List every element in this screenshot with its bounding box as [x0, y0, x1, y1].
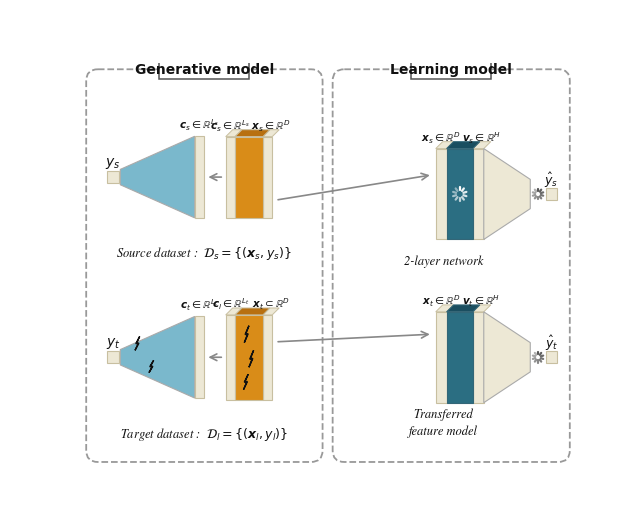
Text: $\hat{y}_s$: $\hat{y}_s$ [545, 171, 559, 190]
Polygon shape [249, 350, 253, 367]
Text: $\boldsymbol{v}_t \in \mathbb{R}^{H}$: $\boldsymbol{v}_t \in \mathbb{R}^{H}$ [462, 294, 500, 309]
Text: Learning model: Learning model [390, 63, 512, 77]
Text: 2-layer network: 2-layer network [404, 256, 483, 268]
Polygon shape [120, 317, 195, 398]
Bar [195, 317, 204, 398]
Bar [107, 351, 119, 363]
Text: $\boldsymbol{c}_l \in \mathbb{R}^{L_t}$: $\boldsymbol{c}_l \in \mathbb{R}^{L_t}$ [212, 296, 249, 312]
Polygon shape [436, 141, 454, 148]
Bar [195, 136, 204, 218]
Text: $\boldsymbol{x}_s \in \mathbb{R}^{D}$: $\boldsymbol{x}_s \in \mathbb{R}^{D}$ [251, 118, 291, 134]
FancyBboxPatch shape [159, 62, 250, 78]
Bar [226, 315, 235, 400]
Bar [436, 148, 447, 239]
Text: $\hat{y}_t$: $\hat{y}_t$ [545, 334, 558, 353]
Polygon shape [484, 148, 531, 239]
Bar [235, 315, 263, 400]
Text: $\boldsymbol{c}_t \in \mathbb{R}^{L_t}$: $\boldsymbol{c}_t \in \mathbb{R}^{L_t}$ [180, 298, 219, 313]
Text: $\boldsymbol{c}_s \in \mathbb{R}^{L_s}$: $\boldsymbol{c}_s \in \mathbb{R}^{L_s}$ [211, 118, 250, 134]
Bar [263, 315, 272, 400]
Polygon shape [244, 326, 249, 342]
Text: Transferred
feature model: Transferred feature model [409, 409, 478, 439]
Bar [107, 171, 119, 183]
Text: $y_t$: $y_t$ [106, 336, 120, 351]
Bar [473, 148, 484, 239]
Polygon shape [244, 374, 248, 390]
Polygon shape [235, 130, 270, 137]
Polygon shape [226, 130, 242, 137]
Polygon shape [473, 305, 491, 312]
Polygon shape [263, 130, 279, 137]
Polygon shape [484, 312, 531, 403]
Polygon shape [149, 360, 154, 372]
Text: Target dataset :  $\mathcal{D}_l = \{(\boldsymbol{x}_l, y_l)\}$: Target dataset : $\mathcal{D}_l = \{(\bo… [120, 426, 289, 443]
Text: $y_s$: $y_s$ [105, 156, 121, 171]
Bar [226, 137, 235, 218]
Text: Source dataset :  $\mathcal{D}_s = \{(\boldsymbol{x}_s, y_s)\}$: Source dataset : $\mathcal{D}_s = \{(\bo… [116, 245, 292, 262]
Text: $\boldsymbol{x}_t \subset \mathbb{R}^{D}$: $\boldsymbol{x}_t \subset \mathbb{R}^{D}… [252, 296, 290, 312]
FancyBboxPatch shape [412, 62, 491, 78]
Text: $\boldsymbol{c}_s \in \mathbb{R}^{L_s}$: $\boldsymbol{c}_s \in \mathbb{R}^{L_s}$ [179, 118, 220, 133]
Bar [447, 312, 473, 403]
Text: $\boldsymbol{v}_s \in \mathbb{R}^{H}$: $\boldsymbol{v}_s \in \mathbb{R}^{H}$ [462, 130, 501, 146]
Bar [235, 137, 263, 218]
Text: $\boldsymbol{x}_s \in \mathbb{R}^{D}$: $\boldsymbol{x}_s \in \mathbb{R}^{D}$ [422, 130, 461, 146]
Polygon shape [120, 136, 195, 218]
Bar [473, 312, 484, 403]
Polygon shape [235, 308, 270, 315]
Bar [263, 137, 272, 218]
Polygon shape [447, 305, 480, 312]
Polygon shape [135, 337, 140, 350]
Bar [546, 351, 557, 363]
Bar [447, 148, 473, 239]
Polygon shape [226, 308, 242, 315]
Polygon shape [447, 141, 480, 148]
Polygon shape [263, 308, 279, 315]
Polygon shape [473, 141, 491, 148]
Bar [436, 312, 447, 403]
Polygon shape [436, 305, 454, 312]
Bar [546, 188, 557, 200]
Text: $\boldsymbol{x}_t \in \mathbb{R}^{D}$: $\boldsymbol{x}_t \in \mathbb{R}^{D}$ [422, 294, 460, 309]
Text: Generative model: Generative model [135, 63, 274, 77]
